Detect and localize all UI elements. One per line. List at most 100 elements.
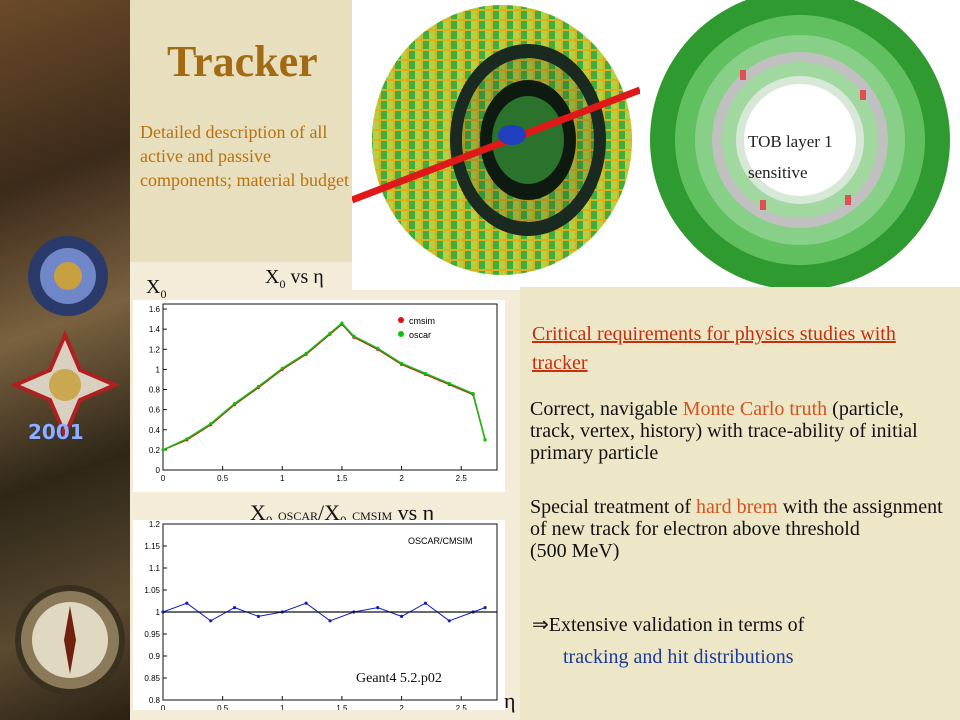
- plot2-title-x: X: [250, 500, 266, 525]
- description-text: Detailed description of all active and p…: [140, 122, 349, 190]
- eta-axis-label: η: [504, 688, 516, 713]
- x-tick-label: 2: [399, 704, 404, 710]
- y-tick-label: 0.95: [144, 630, 160, 639]
- y-tick-label: 1.05: [144, 586, 160, 595]
- plot1-title-sub: 0: [279, 277, 286, 291]
- tob-layer-illustration: [640, 0, 960, 290]
- x-tick-label: 1: [280, 474, 285, 483]
- y-tick-label: 1: [156, 608, 161, 617]
- data-point: [376, 346, 380, 350]
- x-tick-label: 0.5: [217, 704, 229, 710]
- data-point: [352, 334, 356, 338]
- data-point: [185, 437, 189, 441]
- x0-vs-eta-plot: 1.6 1.4 1.2 1 0.8 0.6 0.4 0.2 00 0.5 1 1.5 2 2.5 cmsi…: [133, 300, 505, 492]
- x-tick-label: 1.5: [336, 704, 348, 710]
- plot2-title-oscar: OSCAR: [277, 509, 318, 523]
- y-tick-label: 0.4: [149, 426, 161, 435]
- plot1-title-x: X: [265, 266, 280, 288]
- data-point: [280, 366, 284, 370]
- title-panel: [130, 0, 352, 262]
- y-tick-label: 0.8: [149, 386, 161, 395]
- decorative-strip: 2001: [0, 0, 130, 720]
- data-point: [340, 321, 344, 325]
- y-tick-label: 1.1: [149, 564, 161, 573]
- tob-label-line2: sensitive: [748, 163, 808, 182]
- requirements-panel: [520, 287, 960, 720]
- data-point: [209, 619, 213, 623]
- data-point: [328, 331, 332, 335]
- paragraph-hard-brem: Special treatment of hard brem with the …: [530, 496, 950, 562]
- data-point: [256, 384, 261, 389]
- series-line-oscar: [162, 322, 486, 451]
- data-point: [399, 614, 404, 618]
- legend-marker-cmsim: [398, 317, 404, 323]
- plot1-ylabel-x: X: [146, 276, 161, 298]
- x-tick-label: 1: [280, 704, 285, 710]
- geant4-version-label: Geant4 5.2.p02: [356, 671, 442, 686]
- medal-year: 2001: [28, 420, 84, 444]
- series-line-cmsim: [162, 323, 486, 451]
- p2-text-b: with the assignment of new track for ele…: [530, 496, 943, 540]
- x-tick-label: 1.5: [336, 474, 348, 483]
- plot2-title-cmsim: CMSIM: [352, 509, 393, 523]
- rosette-medal-icon: [28, 236, 108, 316]
- plot2-title-slash: /X: [318, 500, 340, 525]
- data-point: [447, 381, 451, 386]
- compass-icon: [15, 585, 125, 695]
- data-point: [304, 601, 308, 605]
- tob-layer-label: TOB layer 1 sensitive: [748, 126, 833, 188]
- x-tick-label: 2.5: [456, 704, 468, 710]
- p1-text-a: Correct, navigable: [530, 398, 683, 420]
- p2-highlight: hard brem: [696, 496, 778, 518]
- data-point: [423, 601, 428, 605]
- p2-text-a: Special treatment of: [530, 496, 697, 518]
- legend-cmsim: cmsim: [409, 316, 435, 326]
- data-point: [232, 402, 237, 406]
- y-tick-label: 1.2: [149, 520, 161, 529]
- y-tick-label: 1.6: [149, 305, 161, 314]
- y-tick-label: 1.15: [144, 542, 160, 551]
- x-tick-label: 0.5: [217, 474, 229, 483]
- data-point: [161, 448, 165, 452]
- page-title: Tracker: [167, 37, 318, 86]
- data-point: [304, 351, 308, 355]
- legend-marker-oscar: [398, 331, 404, 337]
- data-point: [483, 438, 487, 442]
- data-point: [185, 601, 189, 605]
- tob-label-line1: TOB layer 1: [748, 132, 833, 151]
- x0-ratio-vs-eta-plot: 1.2 1.15 1.1 1.05 1 0.95 0.9 0.85 0.80 0.5 1 1.5 2 2.…: [133, 520, 505, 710]
- y-tick-label: 1.2: [149, 345, 161, 354]
- x-tick-label: 0: [161, 474, 166, 483]
- plot1-title-vs: vs η: [290, 266, 324, 288]
- data-point: [447, 619, 451, 623]
- p3-text: Extensive validation in terms of: [548, 614, 805, 636]
- y-tick-label: 0.2: [149, 446, 161, 455]
- y-tick-label: 0.6: [149, 406, 161, 415]
- y-tick-label: 1: [156, 365, 161, 374]
- plot1-ylabel-sub: 0: [160, 287, 167, 301]
- y-tick-label: 1.4: [149, 325, 161, 334]
- data-point: [399, 361, 404, 365]
- data-point: [209, 422, 213, 426]
- legend-oscar: oscar: [409, 330, 431, 340]
- data-point: [328, 619, 332, 623]
- implies-arrow-icon: ⇒: [532, 614, 549, 636]
- data-point: [256, 614, 261, 618]
- plot1-title: X0 vs η: [265, 266, 324, 292]
- x-tick-label: 2.5: [456, 474, 468, 483]
- data-point: [423, 371, 428, 376]
- paragraph-mc-truth: Correct, navigable Monte Carlo truth (pa…: [530, 398, 950, 464]
- y-tick-label: 0: [156, 466, 161, 475]
- paragraph-validation: ⇒Extensive validation in terms of: [532, 614, 952, 636]
- legend-oscar-cmsim: OSCAR/CMSIM: [408, 536, 473, 546]
- critical-requirements-heading: Critical requirements for physics studie…: [532, 323, 896, 374]
- maltese-cross-icon: [10, 330, 120, 440]
- p1-highlight: Monte Carlo truth: [682, 398, 828, 420]
- data-point: [471, 391, 475, 396]
- x-tick-label: 0: [161, 704, 166, 710]
- tracker-barrel-illustration: [352, 0, 640, 290]
- data-point: [483, 606, 487, 610]
- p2-text-c: (500 MeV): [530, 540, 620, 562]
- tracking-hit-line: tracking and hit distributions: [563, 646, 794, 668]
- p1-text-b: (particle, track, vertex, history) with …: [530, 398, 918, 464]
